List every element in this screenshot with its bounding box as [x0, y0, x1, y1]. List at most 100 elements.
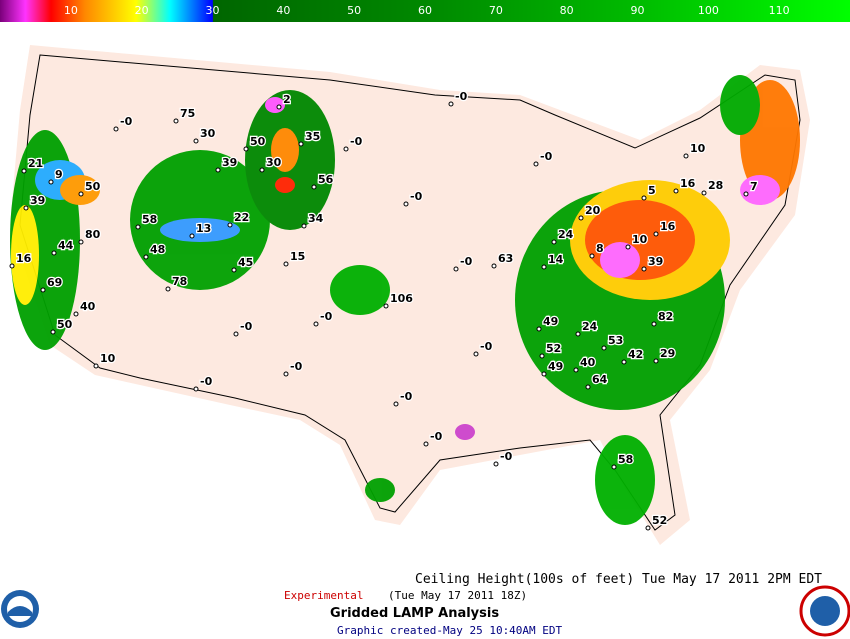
station-dot	[165, 286, 171, 292]
station-dot	[50, 329, 56, 335]
station-value: -0	[120, 115, 133, 128]
station-dot	[233, 331, 239, 337]
station-dot	[215, 167, 221, 173]
station-dot	[701, 190, 707, 196]
station-dot	[40, 287, 46, 293]
color-bar-label: 100	[698, 4, 719, 17]
station-dot	[21, 168, 27, 174]
station-value: 50	[85, 180, 101, 193]
station-value: 75	[180, 107, 195, 120]
station-dot	[276, 104, 282, 110]
station-dot	[51, 250, 57, 256]
station-value: 5	[648, 184, 656, 197]
station-dot	[625, 244, 631, 250]
us-outline	[19, 54, 801, 531]
station-value: 45	[238, 256, 253, 269]
station-value: 14	[548, 253, 564, 266]
product-name: Gridded LAMP Analysis	[330, 606, 499, 621]
station-dot	[403, 201, 409, 207]
station-dot	[343, 146, 349, 152]
station-value: 64	[592, 373, 608, 386]
color-bar-label: 50	[347, 4, 361, 17]
station-dot	[73, 311, 79, 317]
station-value: 16	[680, 177, 696, 190]
station-dot	[259, 167, 265, 173]
station-value: 58	[142, 213, 157, 226]
station-dot	[48, 179, 54, 185]
station-value: 39	[222, 156, 237, 169]
station-dot	[193, 386, 199, 392]
station-value: 34	[308, 212, 324, 225]
station-dot	[311, 184, 317, 190]
color-bar	[0, 0, 850, 22]
color-bar-label: 110	[769, 4, 790, 17]
station-value: 24	[582, 320, 598, 333]
station-dot	[173, 118, 179, 124]
station-value: 82	[658, 310, 673, 323]
station-value: 2	[283, 93, 291, 106]
station-dot	[473, 351, 479, 357]
station-dot	[23, 205, 29, 211]
station-value: -0	[540, 150, 553, 163]
station-value: -0	[460, 255, 473, 268]
station-value: -0	[350, 135, 363, 148]
station-value: 7	[750, 180, 758, 193]
station-value: 30	[266, 156, 282, 169]
station-dot	[621, 359, 627, 365]
station-value: 50	[57, 318, 73, 331]
station-dot	[653, 358, 659, 364]
color-bar-label: 20	[135, 4, 149, 17]
station-dot	[645, 525, 651, 531]
station-dot	[539, 353, 545, 359]
station-value: 16	[16, 252, 32, 265]
station-value: 35	[305, 130, 320, 143]
color-bar-label: 70	[489, 4, 503, 17]
experimental-label: Experimental	[284, 589, 363, 602]
station-value: -0	[410, 190, 423, 203]
color-bar-label: 90	[631, 4, 645, 17]
station-dot	[585, 384, 591, 390]
station-dot	[551, 239, 557, 245]
station-value: 9	[55, 168, 63, 181]
station-dot	[298, 141, 304, 147]
station-value: 78	[172, 275, 187, 288]
station-value: 13	[196, 222, 211, 235]
station-dot	[143, 254, 149, 260]
color-bar-label: 80	[560, 4, 574, 17]
station-dot	[78, 239, 84, 245]
station-dot	[78, 191, 84, 197]
station-values: 75 30 2 35 50 30 56 39 22 34 58 48 13 45…	[9, 89, 759, 531]
station-dot	[193, 138, 199, 144]
station-value: 63	[498, 252, 513, 265]
station-dot	[493, 461, 499, 467]
station-dot	[653, 231, 659, 237]
station-value: 10	[632, 233, 648, 246]
station-dot	[113, 126, 119, 132]
station-value: 69	[47, 276, 62, 289]
map-title: Ceiling Height(100s of feet) Tue May 17 …	[415, 572, 822, 587]
station-value: 56	[318, 173, 334, 186]
station-dot	[589, 253, 595, 259]
station-dot	[135, 224, 141, 230]
station-value: -0	[480, 340, 493, 353]
station-value: 49	[543, 315, 558, 328]
station-value: -0	[430, 430, 443, 443]
station-value: 30	[200, 127, 216, 140]
station-dot	[743, 191, 749, 197]
station-value: 15	[290, 250, 305, 263]
ceiling-shading	[10, 75, 800, 525]
station-value: 20	[585, 204, 601, 217]
station-dot	[383, 303, 389, 309]
station-value: -0	[240, 320, 253, 333]
station-value: 28	[708, 179, 723, 192]
station-dot	[453, 266, 459, 272]
station-value: 39	[30, 194, 45, 207]
color-bar-label: 30	[206, 4, 220, 17]
station-value: -0	[320, 310, 333, 323]
station-value: 22	[234, 211, 249, 224]
station-value: 40	[580, 356, 596, 369]
noaa-logo	[1, 590, 39, 628]
station-dot	[541, 264, 547, 270]
station-dot	[9, 263, 15, 269]
